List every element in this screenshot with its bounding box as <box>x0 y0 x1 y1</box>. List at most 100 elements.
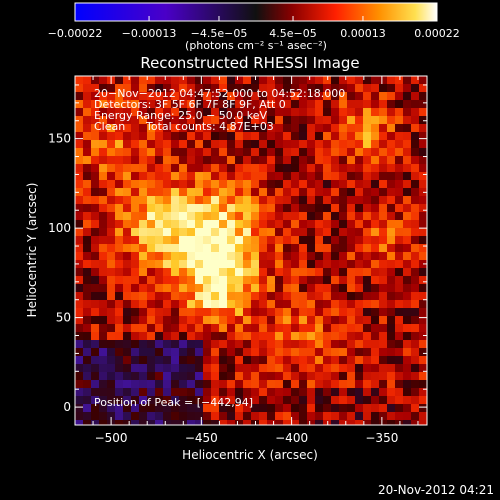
heatmap-cell <box>275 348 284 357</box>
heatmap-cell <box>75 140 84 149</box>
heatmap-cell <box>243 92 252 101</box>
heatmap-cell <box>387 300 396 309</box>
heatmap-cell <box>347 140 356 149</box>
heatmap-cell <box>107 212 116 221</box>
heatmap-cell <box>307 228 316 237</box>
heatmap-cell <box>187 212 196 221</box>
heatmap-cell <box>259 132 268 141</box>
heatmap-cell <box>155 252 164 261</box>
heatmap-cell <box>163 364 172 373</box>
heatmap-cell <box>147 164 156 173</box>
heatmap-cell <box>155 380 164 389</box>
heatmap-cell <box>363 212 372 221</box>
heatmap-cell <box>235 212 244 221</box>
heatmap-cell <box>283 156 292 165</box>
heatmap-cell <box>347 308 356 317</box>
heatmap-image <box>75 76 427 425</box>
heatmap-cell <box>75 204 84 213</box>
heatmap-cell <box>315 76 324 85</box>
heatmap-cell <box>227 148 236 157</box>
heatmap-cell <box>275 404 284 413</box>
heatmap-cell <box>267 404 276 413</box>
heatmap-cell <box>187 92 196 101</box>
heatmap-cell <box>315 140 324 149</box>
colorbar-tick-label: 4.5e−05 <box>269 27 316 40</box>
heatmap-cell <box>83 380 92 389</box>
heatmap-cell <box>195 396 204 405</box>
heatmap-cell <box>211 404 220 413</box>
heatmap-cell <box>99 276 108 285</box>
heatmap-cell <box>171 164 180 173</box>
heatmap-cell <box>291 300 300 309</box>
heatmap-cell <box>331 100 340 109</box>
heatmap-cell <box>243 132 252 141</box>
heatmap-cell <box>235 276 244 285</box>
annotation-energy: Energy Range: 25.0 − 50.0 keV <box>94 109 268 122</box>
heatmap-cell <box>131 220 140 229</box>
heatmap-cell <box>267 180 276 189</box>
heatmap-cell <box>139 300 148 309</box>
heatmap-cell <box>403 292 412 301</box>
heatmap-cell <box>355 404 364 413</box>
heatmap-cell <box>107 412 116 421</box>
heatmap-cell <box>139 156 148 165</box>
heatmap-cell <box>219 340 228 349</box>
heatmap-cell <box>211 332 220 341</box>
heatmap-cell <box>195 228 204 237</box>
heatmap-cell <box>411 228 420 237</box>
heatmap-cell <box>195 412 204 421</box>
heatmap-cell <box>331 84 340 93</box>
heatmap-cell <box>83 292 92 301</box>
heatmap-cell <box>411 236 420 245</box>
heatmap-cell <box>267 100 276 109</box>
heatmap-cell <box>395 172 404 181</box>
heatmap-cell <box>283 148 292 157</box>
heatmap-cell <box>131 324 140 333</box>
heatmap-cell <box>347 100 356 109</box>
heatmap-cell <box>267 300 276 309</box>
heatmap-cell <box>387 324 396 333</box>
heatmap-cell <box>267 332 276 341</box>
heatmap-cell <box>243 332 252 341</box>
heatmap-cell <box>155 340 164 349</box>
heatmap-cell <box>147 300 156 309</box>
heatmap-cell <box>115 404 124 413</box>
heatmap-cell <box>227 396 236 405</box>
heatmap-cell <box>307 260 316 269</box>
heatmap-cell <box>75 356 84 365</box>
heatmap-cell <box>315 100 324 109</box>
heatmap-cell <box>275 172 284 181</box>
heatmap-cell <box>235 164 244 173</box>
heatmap-cell <box>179 356 188 365</box>
heatmap-cell <box>203 84 212 93</box>
heatmap-cell <box>371 76 380 85</box>
heatmap-cell <box>371 180 380 189</box>
heatmap-cell <box>371 292 380 301</box>
heatmap-cell <box>251 308 260 317</box>
heatmap-cell <box>171 284 180 293</box>
heatmap-cell <box>115 140 124 149</box>
heatmap-cell <box>99 212 108 221</box>
heatmap-cell <box>187 220 196 229</box>
heatmap-cell <box>275 76 284 85</box>
heatmap-cell <box>243 188 252 197</box>
heatmap-cell <box>147 204 156 213</box>
heatmap-cell <box>315 188 324 197</box>
heatmap-cell <box>235 340 244 349</box>
heatmap-cell <box>107 284 116 293</box>
heatmap-cell <box>291 92 300 101</box>
heatmap-cell <box>395 260 404 269</box>
heatmap-cell <box>387 188 396 197</box>
heatmap-cell <box>155 140 164 149</box>
heatmap-cell <box>91 284 100 293</box>
heatmap-cell <box>291 316 300 325</box>
heatmap-cell <box>291 228 300 237</box>
heatmap-cell <box>235 292 244 301</box>
heatmap-cell <box>387 108 396 117</box>
heatmap-cell <box>171 292 180 301</box>
heatmap-cell <box>347 420 356 425</box>
heatmap-cell <box>155 404 164 413</box>
heatmap-cell <box>347 388 356 397</box>
heatmap-cell <box>75 332 84 341</box>
heatmap-cell <box>411 316 420 325</box>
